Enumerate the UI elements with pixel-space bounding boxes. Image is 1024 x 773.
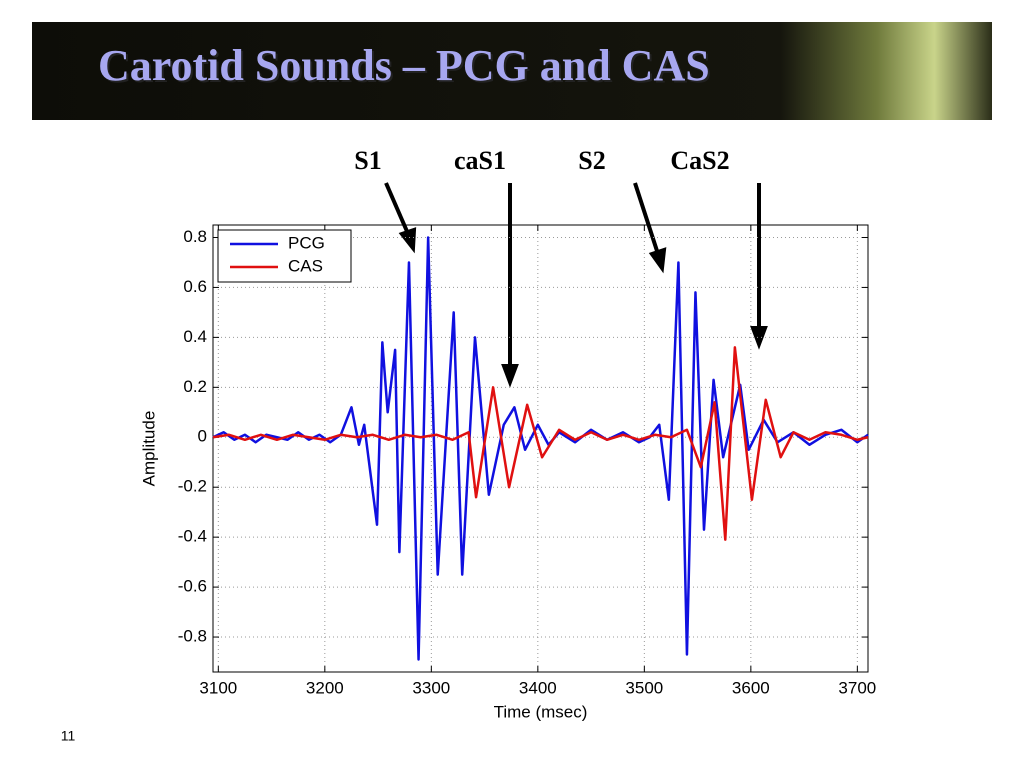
- y-tick-label: 0: [198, 427, 207, 446]
- x-tick-label: 3400: [519, 678, 557, 697]
- y-tick-label: 0.4: [183, 327, 207, 346]
- legend-label: CAS: [288, 256, 323, 275]
- header-banner: [32, 22, 992, 120]
- annotation: CaS2: [670, 146, 729, 175]
- x-axis-label: Time (msec): [494, 702, 588, 721]
- x-tick-label: 3300: [412, 678, 450, 697]
- data-line: [212, 236, 869, 661]
- slide-title: Carotid Sounds – PCG and CAS: [98, 41, 710, 90]
- x-tick-label: 3500: [625, 678, 663, 697]
- annotation: caS1: [454, 146, 506, 175]
- x-tick-label: 3700: [838, 678, 876, 697]
- x-tick-label: 3600: [732, 678, 770, 697]
- y-tick-label: -0.2: [178, 477, 207, 496]
- y-tick-label: 0.2: [183, 377, 207, 396]
- annotation-arrows: [384, 182, 768, 388]
- legend-label: PCG: [288, 233, 325, 252]
- data-line: [212, 346, 869, 541]
- slide-title-shadow: Carotid Sounds – PCG and CAS: [100, 43, 712, 92]
- legend-box: [217, 229, 352, 283]
- annotation: S2: [578, 146, 605, 175]
- chart: 3100 3200 3300 3400 3500 3600 3700 -0.8 -0.6 -0.4…: [139, 224, 876, 721]
- annotation: S1: [354, 146, 381, 175]
- y-tick-label: -0.8: [178, 627, 207, 646]
- x-tick-label: 3100: [199, 678, 237, 697]
- y-tick-label: -0.6: [178, 577, 207, 596]
- y-axis-label: Amplitude: [139, 411, 158, 487]
- y-tick-label: 0.8: [183, 227, 207, 246]
- y-tick-label: -0.4: [178, 527, 207, 546]
- plot-frame: [212, 224, 869, 673]
- page-number: 11: [61, 728, 76, 744]
- x-tick-label: 3200: [306, 678, 344, 697]
- y-tick-label: 0.6: [183, 277, 207, 296]
